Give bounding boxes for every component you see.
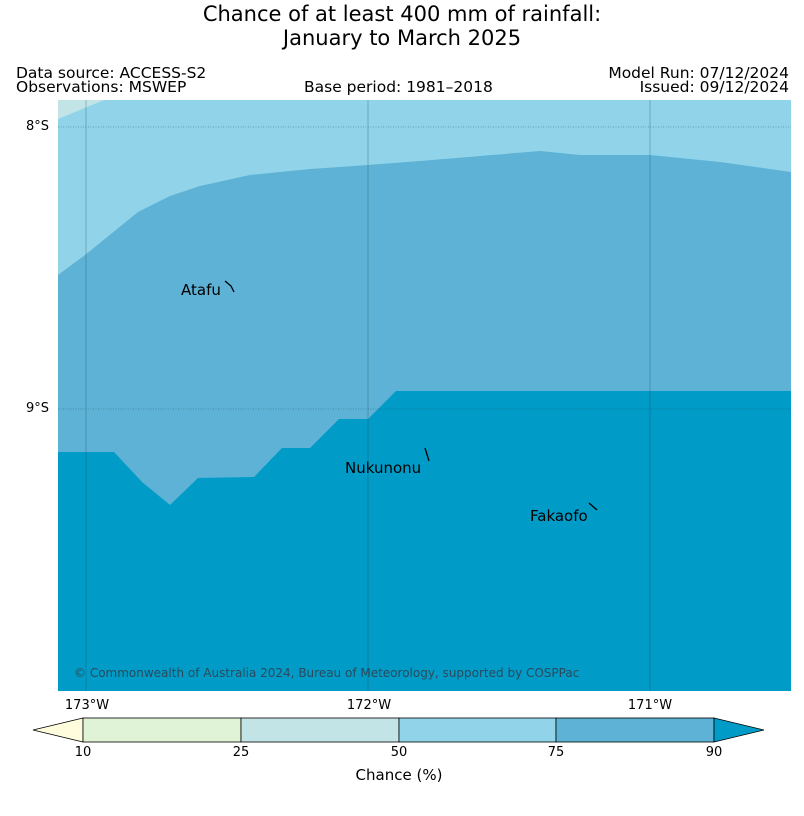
colorbar-tick-25: 25 (232, 745, 250, 760)
lat-label-8s: 8°S (26, 119, 50, 134)
map-title: Chance of at least 400 mm of rainfall: J… (0, 2, 804, 50)
lon-label-173w: 173°W (64, 698, 110, 713)
gridlines (58, 126, 791, 410)
zone-75-90 (58, 100, 791, 505)
meridians (85, 100, 651, 691)
colorbar-extend-low (32, 717, 84, 743)
place-label-nukunonu: Nukunonu (345, 459, 422, 477)
atafu-atoll (224, 280, 235, 293)
lat-label-9s: 9°S (26, 401, 50, 416)
colorbar-segment-10-25 (82, 717, 242, 743)
colorbar-extend-high (713, 717, 765, 743)
nukunonu-atoll (424, 447, 430, 462)
fakaofo-atoll (588, 502, 598, 511)
colorbar-tick-90: 90 (705, 745, 723, 760)
atoll-outlines (224, 280, 598, 511)
place-label-fakaofo: Fakaofo (530, 507, 588, 525)
colorbar-tick-50: 50 (390, 745, 408, 760)
colorbar-tick-10: 10 (74, 745, 92, 760)
title-line-1: Chance of at least 400 mm of rainfall: (202, 2, 602, 26)
base-period: Base period: 1981–2018 (304, 78, 493, 96)
lon-label-171w: 171°W (627, 698, 673, 713)
zone-25-50 (58, 100, 104, 119)
copyright-credit: © Commonwealth of Australia 2024, Bureau… (74, 666, 580, 680)
issued-date: Issued: 09/12/2024 (639, 78, 789, 96)
title-line-2: January to March 2025 (282, 26, 522, 50)
colorbar-segment-50-75 (398, 717, 557, 743)
colorbar-segment-25-50 (240, 717, 400, 743)
place-label-atafu: Atafu (181, 281, 221, 299)
colorbar (32, 717, 765, 743)
model-run: Model Run: 07/12/2024 (608, 64, 789, 82)
colorbar-segment-75-90 (555, 717, 715, 743)
lon-label-172w: 172°W (346, 698, 392, 713)
data-source: Data source: ACCESS-S2 (16, 64, 207, 82)
observations: Observations: MSWEP (16, 78, 187, 96)
zone-50-75 (58, 100, 791, 275)
colorbar-tick-75: 75 (547, 745, 565, 760)
colorbar-label: Chance (%) (355, 766, 443, 784)
